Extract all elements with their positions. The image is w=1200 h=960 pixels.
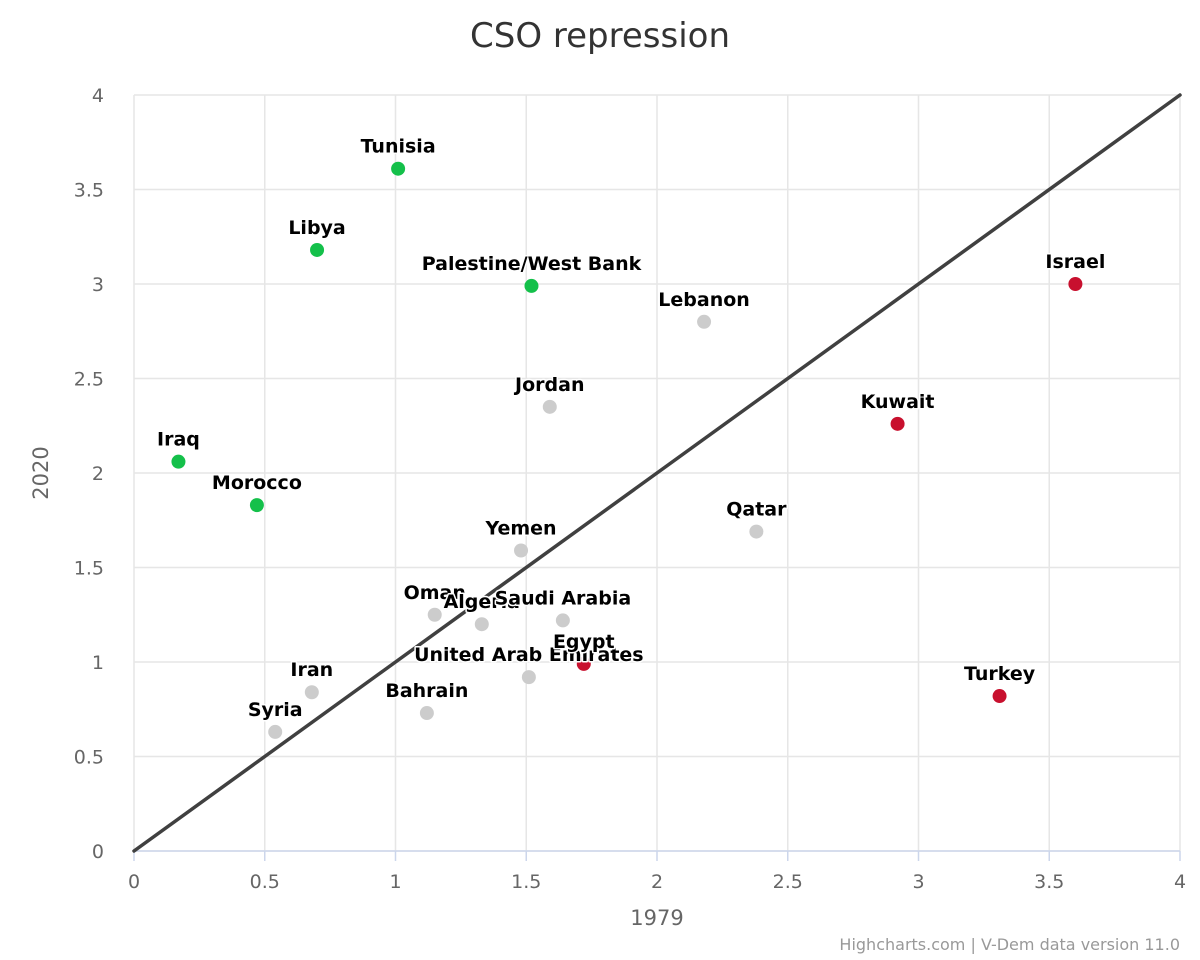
y-tick-label: 4 bbox=[92, 85, 104, 107]
x-tick-label: 1.5 bbox=[511, 871, 541, 893]
axes: 0 0.5 1 1.5 2 2.5 3 3.5 4 0 0.5 1 1.5 2 2.5 3 3.5 4 bbox=[74, 85, 1186, 893]
x-tick-label: 1 bbox=[389, 871, 401, 893]
data-point-saudi-arabia[interactable] bbox=[555, 613, 570, 628]
data-point-bahrain[interactable] bbox=[419, 706, 434, 721]
data-label: Tunisia bbox=[361, 136, 436, 158]
y-tick-label: 3 bbox=[92, 274, 104, 296]
y-tick-label: 2.5 bbox=[74, 369, 104, 391]
data-labels: Tunisia Libya Palestine/West Bank Iraq Moroc… bbox=[156, 134, 1107, 722]
chart-title: CSO repression bbox=[470, 16, 730, 56]
data-label: Kuwait bbox=[861, 391, 935, 413]
data-label: Oman bbox=[404, 582, 466, 604]
data-points bbox=[171, 161, 1083, 739]
data-point-libya[interactable] bbox=[310, 242, 325, 257]
x-tick-label: 2.5 bbox=[773, 871, 803, 893]
data-point-israel[interactable] bbox=[1068, 277, 1083, 291]
data-point-iran[interactable] bbox=[304, 685, 319, 700]
data-point-iraq[interactable] bbox=[171, 454, 186, 469]
y-axis-title: 2020 bbox=[29, 446, 53, 499]
data-point-morocco[interactable] bbox=[249, 498, 264, 513]
x-axis-title: 1979 bbox=[630, 906, 683, 930]
y-tick-label: 1.5 bbox=[74, 558, 104, 580]
data-point-qatar[interactable] bbox=[749, 524, 764, 539]
x-tick-label: 3.5 bbox=[1034, 871, 1064, 893]
data-label: Syria bbox=[248, 699, 303, 721]
data-point-kuwait[interactable] bbox=[890, 416, 905, 431]
data-label: Algeria bbox=[444, 591, 520, 613]
data-point-lebanon[interactable] bbox=[697, 314, 712, 329]
data-label: Bahrain bbox=[385, 680, 468, 702]
data-label: Lebanon bbox=[658, 289, 750, 311]
y-tick-label: 2 bbox=[92, 463, 104, 485]
data-label: Palestine/West Bank bbox=[422, 253, 642, 275]
x-tick-label: 2 bbox=[651, 871, 663, 893]
data-label: Iran bbox=[290, 659, 333, 681]
data-point-united-arab-emirates[interactable] bbox=[521, 670, 536, 685]
data-label: United Arab Emirates bbox=[414, 644, 644, 666]
data-point-palestine-west-bank[interactable] bbox=[524, 278, 539, 293]
y-tick-label: 3.5 bbox=[74, 180, 104, 202]
data-point-syria[interactable] bbox=[268, 724, 283, 739]
credits-link[interactable]: Highcharts.com | V-Dem data version 11.0 bbox=[839, 935, 1180, 954]
data-point-egypt[interactable] bbox=[576, 656, 591, 671]
x-tick-label: 3 bbox=[912, 871, 924, 893]
reference-line-group bbox=[132, 93, 1182, 853]
x-tick-label: 4 bbox=[1174, 871, 1186, 893]
data-point-oman[interactable] bbox=[427, 607, 442, 622]
data-label: Saudi Arabia bbox=[495, 587, 632, 609]
y-tick-label: 0.5 bbox=[74, 747, 104, 769]
data-label: Turkey bbox=[964, 663, 1036, 685]
data-label: Yemen bbox=[484, 517, 556, 539]
data-label: Libya bbox=[288, 217, 345, 239]
data-point-tunisia[interactable] bbox=[391, 161, 406, 176]
data-label: Egypt bbox=[553, 631, 615, 653]
x-tick-label: 0.5 bbox=[250, 871, 280, 893]
y-tick-label: 0 bbox=[92, 841, 104, 863]
x-tick-label: 0 bbox=[128, 871, 140, 893]
data-point-turkey[interactable] bbox=[992, 689, 1007, 704]
data-label: Iraq bbox=[157, 429, 200, 451]
data-label: Qatar bbox=[726, 499, 787, 521]
data-point-algeria[interactable] bbox=[474, 617, 489, 632]
data-label: Israel bbox=[1045, 251, 1105, 273]
data-label: Jordan bbox=[513, 374, 584, 396]
y-tick-label: 1 bbox=[92, 652, 104, 674]
data-point-yemen[interactable] bbox=[514, 543, 529, 558]
reference-line bbox=[132, 93, 1182, 853]
data-label: Morocco bbox=[212, 472, 302, 494]
data-point-jordan[interactable] bbox=[542, 399, 557, 414]
